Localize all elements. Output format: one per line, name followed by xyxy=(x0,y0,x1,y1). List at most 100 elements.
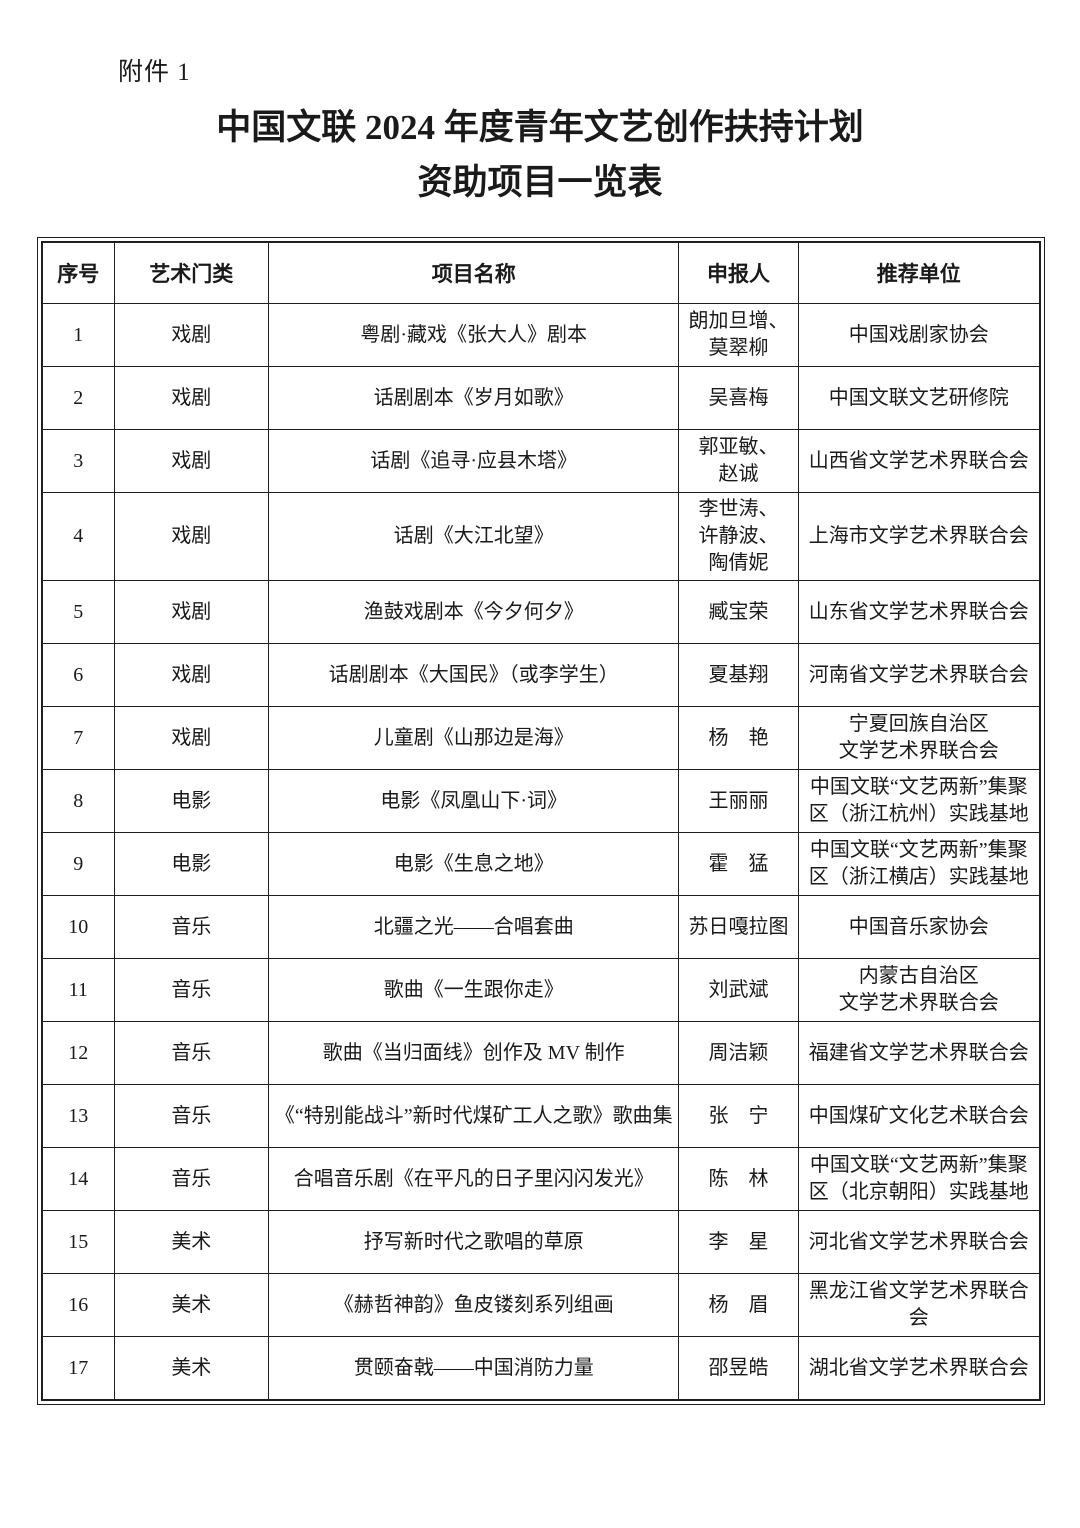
cell-project: 儿童剧《山那边是海》 xyxy=(268,706,680,770)
table-row: 14 音乐 合唱音乐剧《在平凡的日子里闪闪发光》陈 林中国文联“文艺两新”集聚 区（… xyxy=(41,1147,1041,1211)
cell-unit: 山西省文学艺术界联合会 xyxy=(797,429,1041,493)
cell-applicant: 李世涛、 许静波、 陶倩妮 xyxy=(678,492,799,581)
cell-category: 音乐 xyxy=(113,1021,270,1085)
cell-category: 美术 xyxy=(113,1210,270,1274)
table-row: 12 音乐 歌曲《当归面线》创作及 MV 制作 周洁颖 福建省文学艺术界联合会 xyxy=(41,1021,1041,1085)
column-header-applicant: 申报人 xyxy=(678,241,799,304)
cell-no: 9 xyxy=(41,832,115,896)
table-row: 10 音乐 北疆之光——合唱套曲 苏日嘎拉图 中国音乐家协会 xyxy=(41,895,1041,959)
cell-category: 戏剧 xyxy=(113,366,270,430)
cell-project: 话剧《大江北望》 xyxy=(268,492,680,581)
table-row: 17 美术 贯颐奋戟——中国消防力量 邵昱皓 湖北省文学艺术界联合会 xyxy=(41,1336,1041,1401)
cell-unit: 中国戏剧家协会 xyxy=(797,303,1041,367)
cell-project: 贯颐奋戟——中国消防力量 xyxy=(268,1336,680,1401)
table-body: 1 戏剧 粤剧·藏戏《张大人》剧本 朗加旦增、 莫翠柳 中国戏剧家协会 2 戏剧 话剧剧本《岁… xyxy=(41,303,1041,1401)
cell-project: 抒写新时代之歌唱的草原 xyxy=(268,1210,680,1274)
cell-no: 11 xyxy=(41,958,115,1022)
cell-unit: 上海市文学艺术界联合会 xyxy=(797,492,1041,581)
cell-category: 音乐 xyxy=(113,1084,270,1148)
cell-applicant: 邵昱皓 xyxy=(678,1336,799,1401)
cell-no: 16 xyxy=(41,1273,115,1337)
cell-no: 6 xyxy=(41,643,115,707)
cell-project: 粤剧·藏戏《张大人》剧本 xyxy=(268,303,680,367)
cell-category: 音乐 xyxy=(113,1147,270,1211)
cell-unit: 湖北省文学艺术界联合会 xyxy=(797,1336,1041,1401)
cell-category: 戏剧 xyxy=(113,580,270,644)
cell-no: 14 xyxy=(41,1147,115,1211)
cell-category: 戏剧 xyxy=(113,706,270,770)
cell-applicant: 臧宝荣 xyxy=(678,580,799,644)
cell-no: 4 xyxy=(41,492,115,581)
cell-project: 渔鼓戏剧本《今夕何夕》 xyxy=(268,580,680,644)
cell-applicant: 杨 眉 xyxy=(678,1273,799,1337)
column-header-no: 序号 xyxy=(41,241,115,304)
cell-unit: 山东省文学艺术界联合会 xyxy=(797,580,1041,644)
column-header-project: 项目名称 xyxy=(268,241,680,304)
cell-no: 17 xyxy=(41,1336,115,1401)
cell-category: 戏剧 xyxy=(113,643,270,707)
table-row: 3 戏剧 话剧《追寻·应县木塔》 郭亚敏、 赵诚 山西省文学艺术界联合会 xyxy=(41,429,1041,493)
table-row: 8 电影 电影《凤凰山下·词》 王丽丽 中国文联“文艺两新”集聚 区（浙江杭州）实践基地 xyxy=(41,769,1041,833)
table-header: 序号 艺术门类 项目名称 申报人 推荐单位 xyxy=(41,241,1041,304)
cell-project: 歌曲《一生跟你走》 xyxy=(268,958,680,1022)
table-row: 2 戏剧 话剧剧本《岁月如歌》 吴喜梅 中国文联文艺研修院 xyxy=(41,366,1041,430)
grant-projects-table: 序号 艺术门类 项目名称 申报人 推荐单位 1 戏剧 粤剧·藏戏《张大人》剧本 朗加旦增、 莫… xyxy=(41,241,1041,1401)
column-header-unit: 推荐单位 xyxy=(797,241,1041,304)
cell-category: 电影 xyxy=(113,769,270,833)
cell-applicant: 霍 猛 xyxy=(678,832,799,896)
table-header-row: 序号 艺术门类 项目名称 申报人 推荐单位 xyxy=(41,241,1041,304)
cell-unit: 福建省文学艺术界联合会 xyxy=(797,1021,1041,1085)
cell-no: 15 xyxy=(41,1210,115,1274)
cell-category: 戏剧 xyxy=(113,303,270,367)
cell-project: 北疆之光——合唱套曲 xyxy=(268,895,680,959)
cell-project: 话剧剧本《岁月如歌》 xyxy=(268,366,680,430)
cell-applicant: 李 星 xyxy=(678,1210,799,1274)
cell-unit: 河南省文学艺术界联合会 xyxy=(797,643,1041,707)
cell-no: 3 xyxy=(41,429,115,493)
cell-category: 戏剧 xyxy=(113,492,270,581)
table-row: 13 音乐 《“特别能战斗”新时代煤矿工人之歌》歌曲集张 宁中国煤矿文化艺术联合会 xyxy=(41,1084,1041,1148)
cell-unit: 中国文联“文艺两新”集聚 区（浙江杭州）实践基地 xyxy=(797,769,1041,833)
cell-applicant: 周洁颖 xyxy=(678,1021,799,1085)
cell-unit: 宁夏回族自治区 文学艺术界联合会 xyxy=(797,706,1041,770)
cell-applicant: 吴喜梅 xyxy=(678,366,799,430)
table-row: 11 音乐 歌曲《一生跟你走》 刘武斌 内蒙古自治区 文学艺术界联合会 xyxy=(41,958,1041,1022)
document-title-line1: 中国文联 2024 年度青年文艺创作扶持计划 xyxy=(216,108,864,147)
grant-projects-table-frame: 序号 艺术门类 项目名称 申报人 推荐单位 1 戏剧 粤剧·藏戏《张大人》剧本 朗加旦增、 莫… xyxy=(37,237,1045,1405)
cell-unit: 中国煤矿文化艺术联合会 xyxy=(797,1084,1041,1148)
cell-unit: 中国音乐家协会 xyxy=(797,895,1041,959)
cell-no: 7 xyxy=(41,706,115,770)
cell-applicant: 杨 艳 xyxy=(678,706,799,770)
cell-unit: 内蒙古自治区 文学艺术界联合会 xyxy=(797,958,1041,1022)
attachment-label: 附件 1 xyxy=(118,59,191,86)
table-row: 1 戏剧 粤剧·藏戏《张大人》剧本 朗加旦增、 莫翠柳 中国戏剧家协会 xyxy=(41,303,1041,367)
cell-unit: 河北省文学艺术界联合会 xyxy=(797,1210,1041,1274)
cell-project: 话剧剧本《大国民》（或李学生） xyxy=(268,643,680,707)
cell-unit: 中国文联“文艺两新”集聚 区（北京朝阳）实践基地 xyxy=(797,1147,1041,1211)
cell-category: 音乐 xyxy=(113,958,270,1022)
cell-project: 电影《凤凰山下·词》 xyxy=(268,769,680,833)
cell-no: 1 xyxy=(41,303,115,367)
cell-category: 美术 xyxy=(113,1336,270,1401)
document-title-line2: 资助项目一览表 xyxy=(417,163,663,203)
table-row: 5 戏剧 渔鼓戏剧本《今夕何夕》 臧宝荣 山东省文学艺术界联合会 xyxy=(41,580,1041,644)
cell-applicant: 王丽丽 xyxy=(678,769,799,833)
cell-project: 电影《生息之地》 xyxy=(268,832,680,896)
column-header-category: 艺术门类 xyxy=(113,241,270,304)
table-row: 9 电影 电影《生息之地》霍 猛中国文联“文艺两新”集聚 区（浙江横店）实践基地 xyxy=(41,832,1041,896)
cell-applicant: 陈 林 xyxy=(678,1147,799,1211)
cell-project: 《赫哲神韵》鱼皮镂刻系列组画 xyxy=(268,1273,680,1337)
cell-no: 2 xyxy=(41,366,115,430)
cell-no: 10 xyxy=(41,895,115,959)
table-row: 6 戏剧 话剧剧本《大国民》（或李学生） 夏基翔 河南省文学艺术界联合会 xyxy=(41,643,1041,707)
cell-applicant: 刘武斌 xyxy=(678,958,799,1022)
table-row: 16 美术 《赫哲神韵》鱼皮镂刻系列组画杨 眉黑龙江省文学艺术界联合会 xyxy=(41,1273,1041,1337)
cell-applicant: 张 宁 xyxy=(678,1084,799,1148)
table-row: 7 戏剧 儿童剧《山那边是海》杨 艳宁夏回族自治区 文学艺术界联合会 xyxy=(41,706,1041,770)
cell-project: 合唱音乐剧《在平凡的日子里闪闪发光》 xyxy=(268,1147,680,1211)
cell-applicant: 郭亚敏、 赵诚 xyxy=(678,429,799,493)
cell-category: 音乐 xyxy=(113,895,270,959)
cell-category: 戏剧 xyxy=(113,429,270,493)
table-row: 4 戏剧 话剧《大江北望》 李世涛、 许静波、 陶倩妮 上海市文学艺术界联合会 xyxy=(41,492,1041,581)
cell-project: 《“特别能战斗”新时代煤矿工人之歌》歌曲集 xyxy=(268,1084,680,1148)
